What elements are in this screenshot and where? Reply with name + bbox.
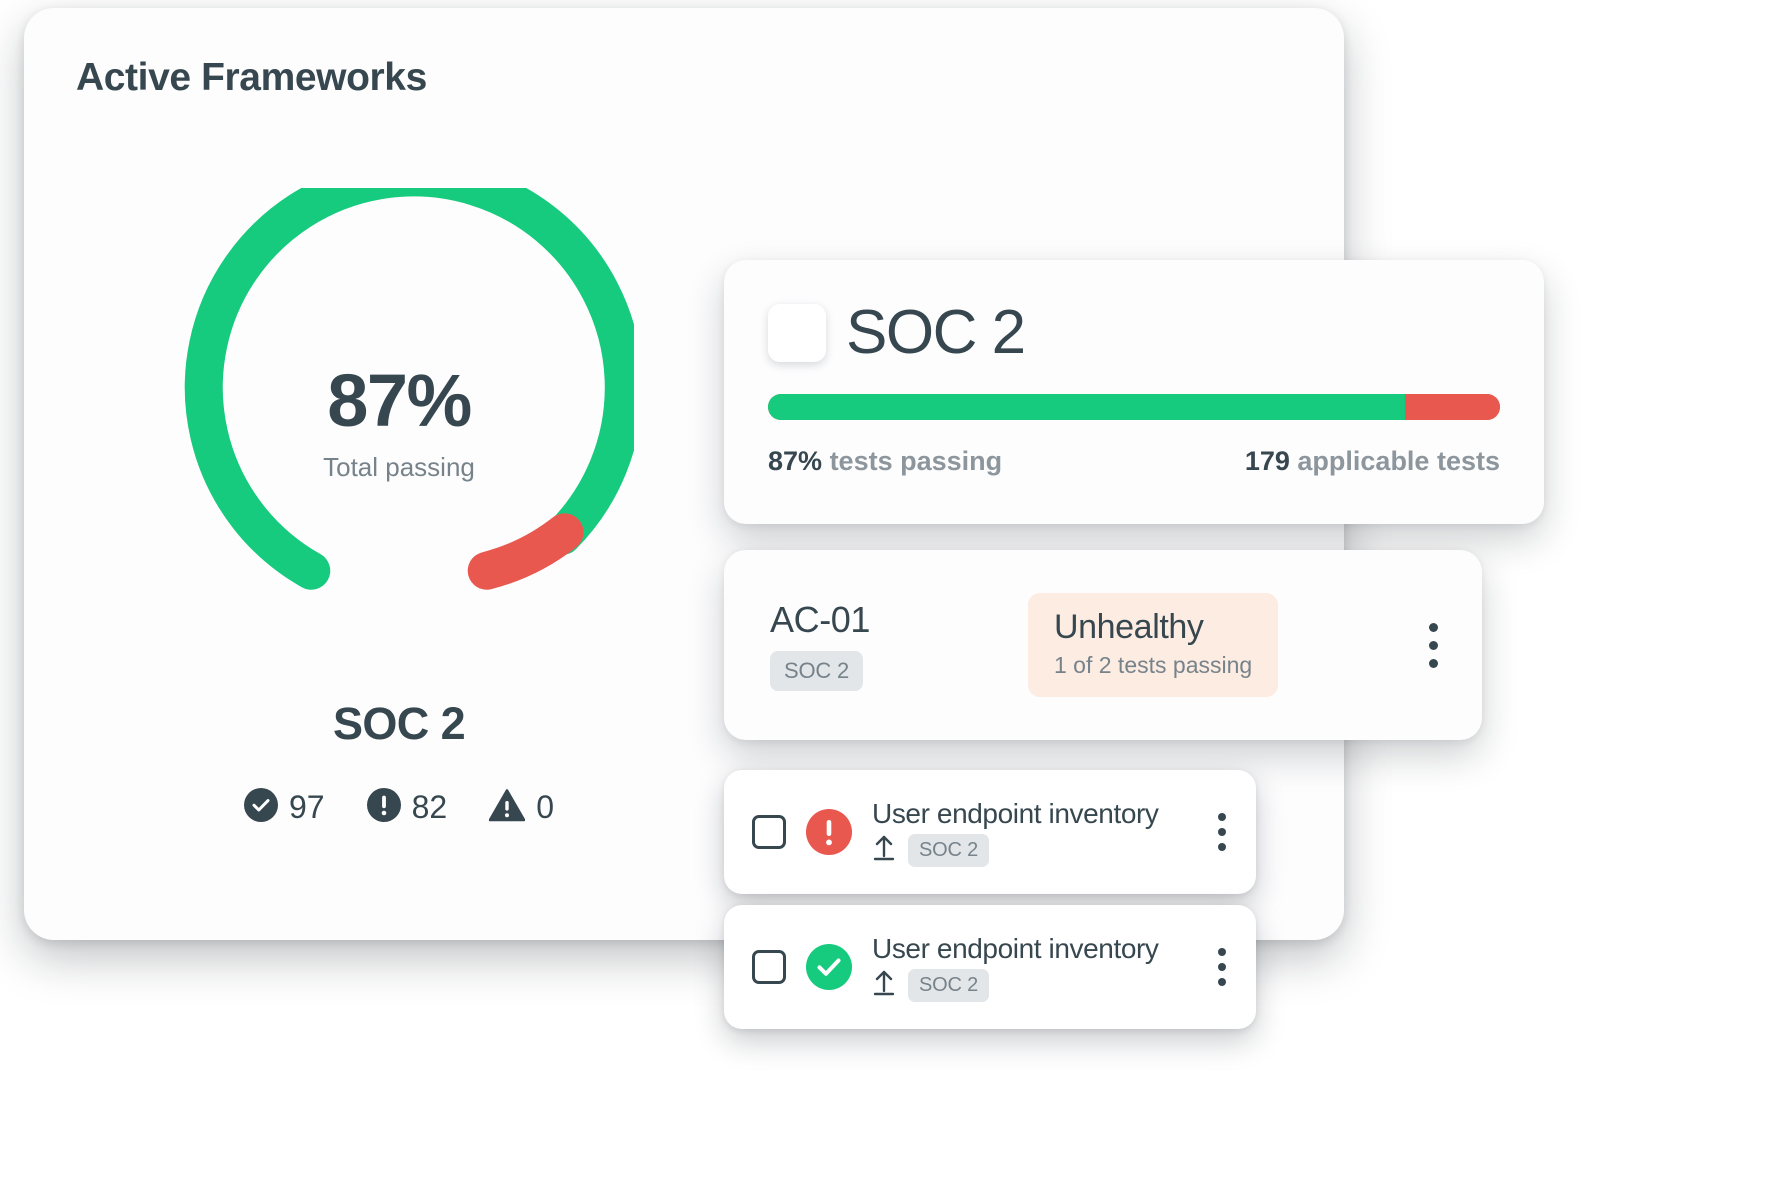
control-status-sub: 1 of 2 tests passing [1054,652,1253,679]
test-meta: SOC 2 [872,968,1188,1002]
progress-passing-segment [768,394,1405,420]
test-info: User endpoint inventory SOC 2 [872,798,1188,867]
stat-warning: 0 [488,788,554,827]
page-title: Active Frameworks [76,56,427,99]
exclamation-circle-icon [806,809,852,855]
checkbox-unchecked-icon[interactable] [752,950,786,984]
test-info: User endpoint inventory SOC 2 [872,933,1188,1002]
test-row[interactable]: User endpoint inventory SOC 2 [724,905,1256,1029]
control-status-badge: Unhealthy 1 of 2 tests passing [1028,592,1279,698]
control-framework-badge: SOC 2 [770,651,864,692]
gauge-framework-label: SOC 2 [332,698,466,749]
exclamation-circle-icon [366,788,401,827]
soc2-card-header: SOC 2 [768,302,1500,364]
tests-passing-progress-bar [768,394,1500,420]
test-row[interactable]: User endpoint inventory SOC 2 [724,770,1256,894]
stat-failing-value: 82 [411,789,448,825]
soc2-card-stats: 87% tests passing 179 applicable tests [768,446,1500,477]
passing-gauge-chart: 87% Total passing [164,188,634,658]
progress-failing-segment [1404,394,1500,420]
warning-triangle-icon [488,788,526,827]
framework-logo-icon [768,304,826,362]
control-code: AC-01 [770,598,871,640]
applicable-tests-label: applicable tests [1297,446,1500,476]
applicable-tests-value: 179 [1244,446,1290,476]
test-name: User endpoint inventory [872,932,1159,964]
soc2-card-title: SOC 2 [846,298,1026,367]
control-card-ac-01[interactable]: AC-01 SOC 2 Unhealthy 1 of 2 tests passi… [724,550,1482,740]
stat-warning-value: 0 [536,789,554,825]
gauge-svg [184,188,634,590]
stat-passing-value: 97 [289,789,325,825]
test-name: User endpoint inventory [872,797,1159,829]
gauge-passing-arc [184,188,634,590]
control-identity: AC-01 SOC 2 [770,598,1028,692]
tests-passing-value: 87% [768,446,823,476]
gauge-sublabel: Total passing [323,451,475,482]
gauge-percent: 87% [327,358,472,442]
upload-arrow-icon [872,834,896,867]
soc2-summary-card[interactable]: SOC 2 87% tests passing 179 applicable t… [724,260,1544,524]
kebab-menu-icon[interactable] [1208,942,1236,992]
test-framework-badge: SOC 2 [908,833,990,867]
checkbox-unchecked-icon[interactable] [752,815,786,849]
kebab-menu-icon[interactable] [1208,807,1236,857]
test-framework-badge: SOC 2 [908,968,990,1002]
tests-passing-label: tests passing [829,446,1003,476]
upload-arrow-icon [872,969,896,1002]
stat-failing: 82 [366,788,448,827]
test-meta: SOC 2 [872,833,1188,867]
stat-passing: 97 [244,788,325,827]
gauge-failing-arc [467,513,584,590]
check-circle-icon [244,788,278,827]
applicable-tests-stat: 179 applicable tests [1245,446,1500,477]
control-status-title: Unhealthy [1054,607,1204,646]
gauge-center-label-group: 87% Total passing [164,188,634,658]
kebab-menu-icon[interactable] [1419,617,1448,674]
framework-stats-row: 97 82 [164,788,634,827]
tests-passing-stat: 87% tests passing [768,446,1002,477]
check-circle-icon [806,944,852,990]
